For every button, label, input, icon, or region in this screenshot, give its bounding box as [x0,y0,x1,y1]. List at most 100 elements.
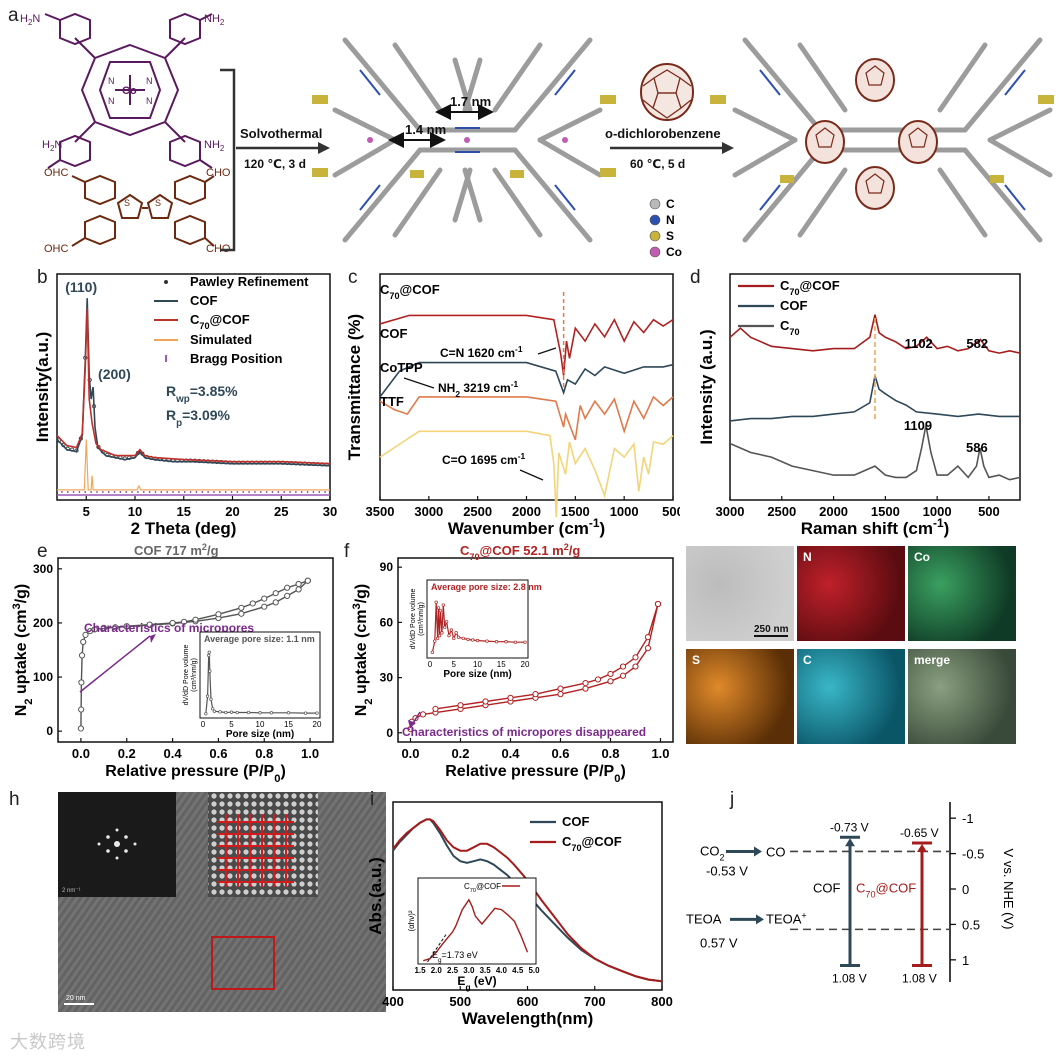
adsorption-point [632,663,639,670]
c70-fullerene-icon [640,63,694,121]
inset-xlabel: Pore size (nm) [443,669,511,680]
eds-tile-label: S [692,653,701,667]
ftir-label-cof: COF [380,326,408,341]
element-label-c: C [666,197,675,211]
cof-excitation-arrow-head [845,838,855,847]
c70-cof-framework [710,37,1054,243]
xrd-xtick-label: 5 [83,504,90,519]
inset-pore-point [443,625,447,629]
c70-cof-isotherm-chart: 0.0 0.2 0.4 0.6 0.8 1.0 0 30 60 90 Relative pressu… [351,542,674,785]
raman-peak-586: 586 [966,440,988,455]
svg-f-ytick-label: 0 [386,726,393,740]
isotherm-ylabel: N2 uptake (cm3/g) [11,584,35,717]
raman-legend-label: C70 [780,318,800,337]
ftir-label-ttf: TTF [380,394,404,409]
inset-pore-point [209,697,213,701]
inset-pore-point [258,711,262,715]
inset-pore-point [207,653,211,658]
inset-ylabel-unit: (cm³/nm/g) [418,602,425,636]
svg-e-xtick-label: 0.6 [209,746,227,761]
raman-xtick-label: 500 [978,504,1000,519]
desorption-point [180,618,188,625]
ftir-frame [379,273,674,501]
fullerene-pentagon [815,127,835,148]
element-label-s: S [666,229,674,243]
svg-f-xtick-label: 1.0 [651,746,669,761]
svg-e-xtick-label: 0.4 [164,746,183,761]
desorption-point [607,670,614,678]
tauc-xtick-label: 5.0 [528,966,540,975]
uvvis-xtick-label: 700 [584,994,606,1009]
desorption-point [582,680,589,687]
band-axis-tick-label: -0.5 [962,847,984,862]
ftir-xtick-label: 1000 [610,504,639,519]
tauc-eg-label: Eg=1.73 eV [432,950,478,964]
tauc-xtick-label: 1.5 [414,966,426,975]
raman-peak-582: 582 [966,336,988,351]
inset-pore-point [205,694,210,698]
ftir-cn-arrow [537,347,557,355]
xrd-ylabel: Intensity(a.u.) [33,332,52,443]
svg-f-xtick-label: 0.4 [501,746,520,761]
inset-xtick-label: 0 [428,660,433,669]
legend-c70cof-label: C70@COF [190,312,250,331]
ftir-xtick-label: 1500 [561,504,590,519]
reactant-bracket [220,68,236,252]
isotherm-ylabel: N2 uptake (cm3/g) [351,584,375,717]
tauc-xtick-label: 3.5 [480,966,492,975]
inset-ylabel: dV/dD Pore volume [183,645,190,706]
teoa-arrow-head [756,914,764,925]
desorption-point [632,654,639,661]
solvothermal-label: Solvothermal [240,126,322,141]
raman-peak-1109: 1109 [904,418,932,433]
adsorption-point [607,678,614,685]
watermark: 大数跨境 [10,1032,86,1053]
inset-pore-point [235,710,239,715]
encapsulated-c70-4 [855,166,895,210]
desorption-point [261,595,268,602]
ftir-series-ttf [379,430,674,518]
inset-pore-point [449,628,454,632]
tauc-xtick-label: 3.0 [463,966,475,975]
panel-label-e: e [37,541,48,562]
desorption-point [594,676,602,683]
ftir-label-c70cof: C70@COF [380,282,440,301]
uvvis-legend-label: C70@COF [562,834,622,853]
co-label: CO [766,844,786,859]
raman-series-c70 [729,425,1021,481]
legend-bragg-label: Bragg Position [190,351,283,366]
xrd-xtick-label: 25 [274,504,288,519]
zoom-region-box [211,936,275,990]
cof-isotherm-title: COF 717 m2/g [134,542,219,558]
adsorption-point [82,631,89,638]
raman-chart: 3000 2500 2000 1500 1000 500 Raman shift (cm-1… [697,273,1021,538]
rp-label: Rp=3.09% [166,407,231,429]
adsorption-point [261,603,268,610]
desorption-point [238,604,245,611]
raman-peak-1102: 1102 [905,336,933,351]
inset-pore-point [303,711,308,715]
desorption-point [304,577,311,584]
adsorption-point [619,672,627,679]
ftir-series-cof [379,361,674,398]
sulfur-label-1: S [124,198,130,208]
teoa-potential: 0.57 V [700,935,738,950]
svg-e-ytick-label: 100 [33,670,53,684]
desorption-point [295,580,302,588]
pore-size-large-label: 1.7 nm [450,94,491,109]
inset-pore-point [438,608,443,613]
encapsulated-c70-3 [898,120,938,164]
inset-title: Average pore size: 2.8 nm [431,582,542,592]
raman-series-cof [729,375,1020,422]
inset-pore-point [494,640,499,644]
element-dot-c [649,198,661,210]
inset-pore-point [212,709,217,713]
inset-pore-point [286,711,291,715]
tauc-legend-label: C70@COF [464,882,501,894]
ftir-xtick-label: 3000 [414,504,443,519]
desorption-point [532,691,539,698]
desorption-point [100,624,107,631]
ftir-co-arrow [519,469,544,481]
inset-pore-point [504,640,508,644]
